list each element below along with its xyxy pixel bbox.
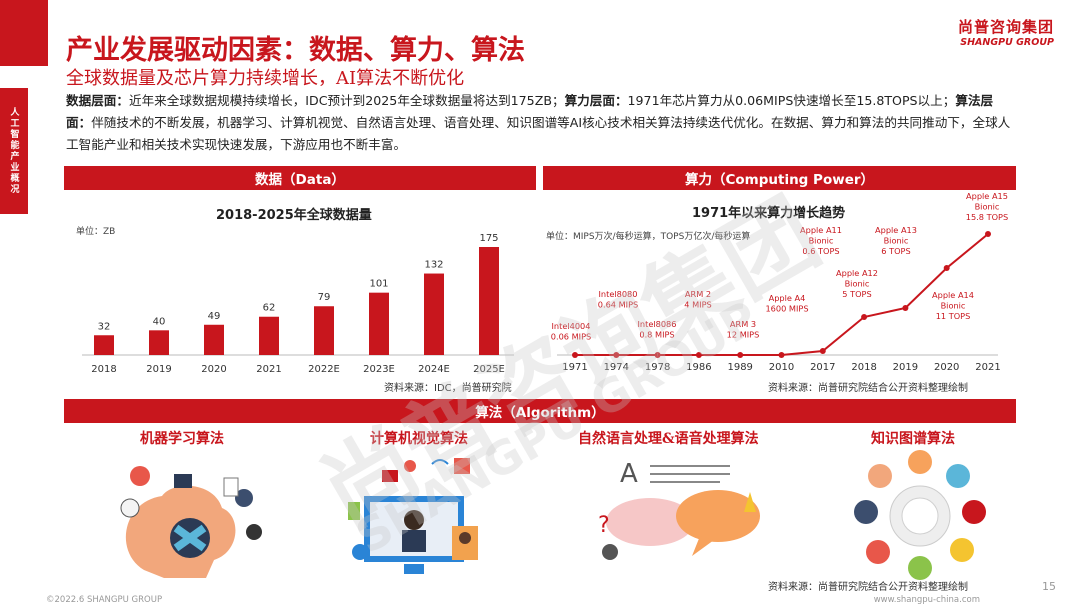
bar-2022E bbox=[314, 306, 334, 355]
bar-value-label: 101 bbox=[369, 279, 388, 290]
year-tick-label: 2019 bbox=[893, 362, 918, 373]
bar-category-label: 2025E bbox=[473, 364, 505, 375]
svg-text:A: A bbox=[620, 459, 638, 489]
algo-source: 资料来源：尚普研究院结合公开资料整理绘制 bbox=[768, 582, 968, 593]
point-2018 bbox=[861, 314, 868, 320]
bar-category-label: 2020 bbox=[201, 364, 226, 375]
chip-annotation: Apple A4 1600 MIPS bbox=[765, 293, 808, 314]
algo-kg-title: 知识图谱算法 bbox=[871, 431, 955, 447]
point-2019 bbox=[902, 305, 909, 311]
point-2010 bbox=[778, 352, 785, 358]
brand-name-cn: 尚普咨询集团 bbox=[957, 18, 1054, 36]
data-layer-label: 数据层面： bbox=[66, 93, 129, 108]
compute-layer-text: 1971年芯片算力从0.06MIPS快速增长至15.8TOPS以上； bbox=[627, 93, 956, 108]
point-1986 bbox=[695, 352, 702, 358]
bar-2020 bbox=[204, 324, 224, 355]
page-number: 15 bbox=[1042, 580, 1056, 593]
year-tick-label: 1978 bbox=[645, 362, 670, 373]
data-section-header: 数据（Data） bbox=[64, 166, 536, 190]
bar-chart-unit: 单位：ZB bbox=[76, 227, 116, 237]
algo-ml-title: 机器学习算法 bbox=[140, 431, 224, 447]
point-2020 bbox=[943, 265, 950, 271]
compute-section-header: 算力（Computing Power） bbox=[543, 166, 1016, 190]
year-tick-label: 1986 bbox=[686, 362, 711, 373]
bar-category-label: 2022E bbox=[308, 364, 340, 375]
algo-cv-title: 计算机视觉算法 bbox=[370, 431, 468, 447]
point-1971 bbox=[572, 352, 578, 358]
knowledge-graph-illustration bbox=[854, 450, 986, 580]
bar-value-label: 132 bbox=[424, 260, 443, 271]
corner-accent bbox=[0, 0, 48, 66]
machine-learning-illustration bbox=[120, 466, 262, 578]
bar-category-label: 2021 bbox=[256, 364, 281, 375]
point-1978 bbox=[654, 352, 661, 358]
bar-category-label: 2024E bbox=[418, 364, 450, 375]
compute-layer-label: 算力层面： bbox=[564, 93, 628, 108]
bar-value-label: 175 bbox=[479, 233, 498, 244]
year-tick-label: 2018 bbox=[851, 362, 876, 373]
bar-2018 bbox=[94, 335, 114, 355]
bar-2024E bbox=[424, 273, 444, 355]
algo-layer-label: 算法层面： bbox=[66, 93, 994, 130]
bar-2025E bbox=[479, 247, 499, 355]
bar-chart-source: 资料来源：IDC，尚普研究院 bbox=[384, 383, 512, 394]
year-tick-label: 2010 bbox=[769, 362, 794, 373]
chip-annotation: ARM 3 12 MIPS bbox=[727, 319, 760, 340]
year-tick-label: 1989 bbox=[727, 362, 752, 373]
algo-section-header: 算法（Algorithm） bbox=[64, 399, 1016, 423]
bar-value-label: 32 bbox=[98, 321, 111, 332]
svg-text:?: ? bbox=[598, 513, 610, 538]
point-1974 bbox=[613, 352, 620, 358]
data-layer-text: 近年来全球数据规模持续增长，IDC预计到2025年全球数据量将达到175ZB； bbox=[128, 93, 565, 108]
line-chart-title: 1971年以来算力增长趋势 bbox=[692, 206, 846, 221]
bar-2023E bbox=[369, 292, 389, 355]
bar-value-label: 49 bbox=[208, 311, 221, 322]
year-tick-label: 1971 bbox=[562, 362, 587, 373]
page-subtitle: 全球数据量及芯片算力持续增长，AI算法不断优化 bbox=[66, 68, 465, 89]
page-title: 产业发展驱动因素：数据、算力、算法 bbox=[66, 35, 525, 66]
year-tick-label: 2021 bbox=[975, 362, 1000, 373]
bar-2021 bbox=[259, 316, 279, 355]
footer-copyright: ©2022.6 SHANGPU GROUP bbox=[46, 595, 163, 605]
algo-layer-text: 伴随技术的不断发展，机器学习、计算机视觉、自然语言处理、语音处理、知识图谱等AI… bbox=[66, 115, 1011, 152]
bar-2019 bbox=[149, 330, 169, 355]
chip-annotation: Apple A11 Bionic 0.6 TOPS bbox=[800, 225, 842, 256]
bar-category-label: 2019 bbox=[146, 364, 171, 375]
chip-annotation: Apple A13 Bionic 6 TOPS bbox=[875, 225, 917, 256]
chip-annotation: Apple A12 Bionic 5 TOPS bbox=[836, 268, 878, 299]
footer-url: www.shangpu-china.com bbox=[873, 595, 980, 605]
line-chart-unit: 单位：MIPS万次/每秒运算，TOPS万亿次/每秒运算 bbox=[546, 232, 751, 242]
compute-growth-line-chart: 1971 1974 1978 1986 1989 2010 2017 2018 2019 2020… bbox=[551, 191, 1008, 373]
chip-annotation: Intel8080 0.64 MIPS bbox=[598, 289, 638, 310]
chip-annotation: Intel8086 0.8 MIPS bbox=[638, 319, 677, 340]
year-tick-label: 2017 bbox=[810, 362, 835, 373]
brand-logo: 尚普咨询集团 SHANGPU GROUP bbox=[958, 16, 1054, 48]
chip-annotation: Apple A15 Bionic 15.8 TOPS bbox=[966, 191, 1008, 222]
chip-annotation: Intel4004 0.06 MIPS bbox=[551, 321, 591, 342]
data-volume-bar-chart: 32 2018 40 2019 49 2020 62 2021 79 2022E 101 2023E 1… bbox=[82, 233, 514, 375]
year-tick-label: 1974 bbox=[604, 362, 629, 373]
bar-value-label: 62 bbox=[263, 303, 276, 314]
line-chart-source: 资料来源：尚普研究院结合公开资料整理绘制 bbox=[768, 383, 968, 394]
point-2021 bbox=[985, 231, 991, 237]
point-1989 bbox=[737, 352, 744, 358]
computer-vision-illustration bbox=[348, 458, 478, 574]
year-tick-label: 2020 bbox=[934, 362, 959, 373]
point-2017 bbox=[819, 348, 826, 354]
brand-name-en: SHANGPU GROUP bbox=[960, 37, 1054, 48]
algo-nlp-title: 自然语言处理&语音处理算法 bbox=[578, 431, 759, 447]
bar-category-label: 2018 bbox=[91, 364, 116, 375]
bar-category-label: 2023E bbox=[363, 364, 395, 375]
bar-value-label: 40 bbox=[153, 316, 166, 327]
side-tab: 人工智能产业概况 bbox=[0, 88, 28, 214]
intro-paragraph: 数据层面：近年来全球数据规模持续增长，IDC预计到2025年全球数据量将达到17… bbox=[66, 90, 1018, 156]
nlp-speech-illustration: A ? bbox=[598, 459, 760, 560]
bar-chart-title: 2018-2025年全球数据量 bbox=[216, 208, 372, 223]
bar-value-label: 79 bbox=[318, 292, 331, 303]
chip-annotation: Apple A14 Bionic 11 TOPS bbox=[932, 290, 974, 321]
